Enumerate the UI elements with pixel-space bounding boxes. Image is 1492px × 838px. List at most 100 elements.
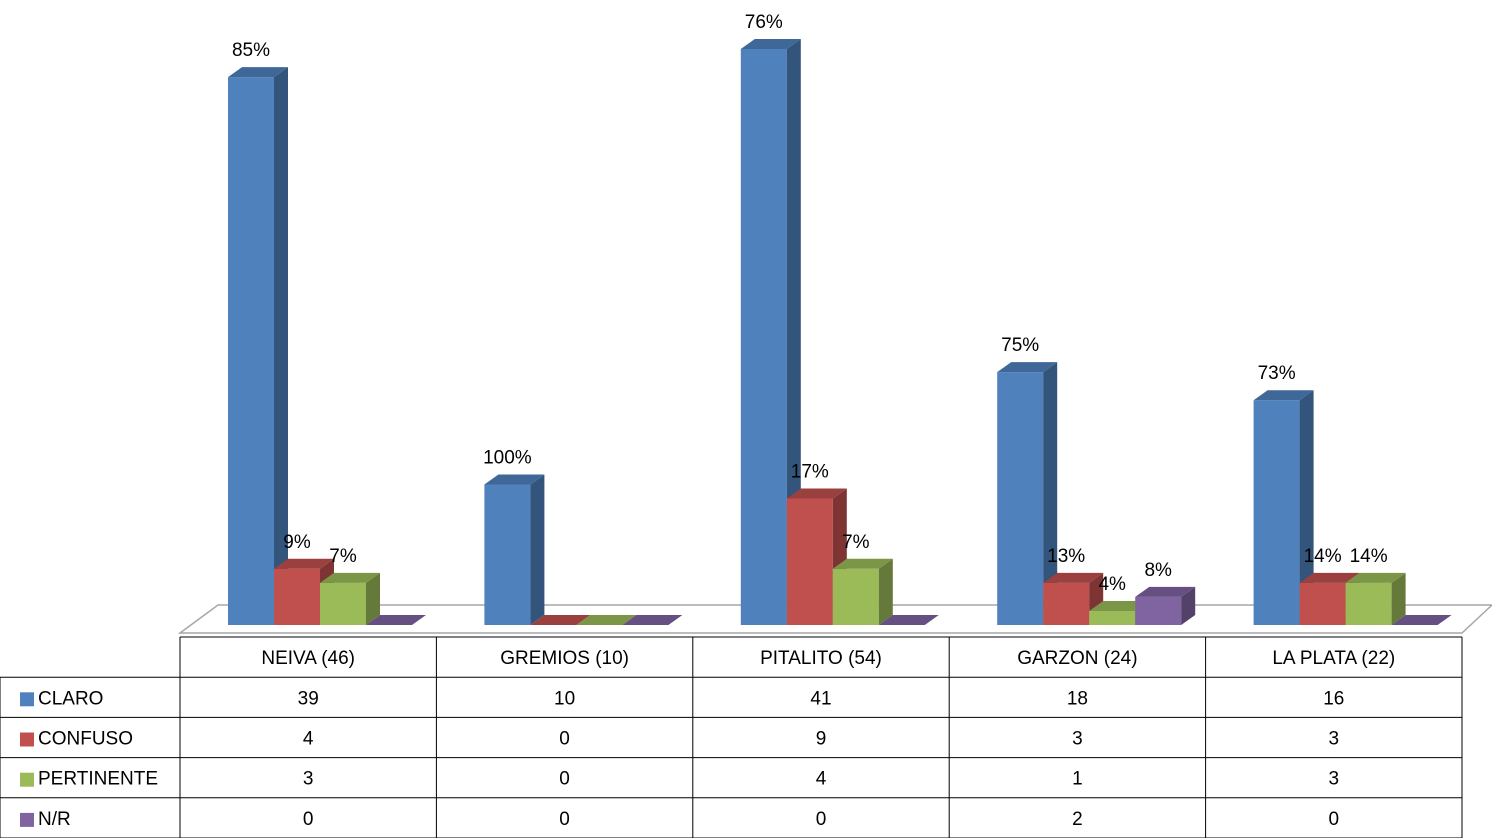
bar-face: [274, 568, 320, 625]
bar-face: [530, 474, 545, 625]
bar-face: [1391, 615, 1452, 625]
table-cell: 0: [1329, 809, 1340, 830]
table-cell: 0: [303, 809, 314, 830]
table-cell: 41: [810, 688, 831, 709]
bar-face: [576, 615, 637, 625]
data-label: 7%: [842, 532, 870, 553]
bar-face: [366, 615, 426, 625]
table-cell: 10: [554, 688, 575, 709]
bar-face: [1391, 572, 1406, 625]
table-cell: 3: [1329, 769, 1340, 790]
bar-face: [1345, 572, 1406, 583]
bar-face: [997, 362, 1058, 373]
bar-face: [786, 498, 833, 625]
table-cell: 1: [1072, 769, 1083, 790]
table-cell: 3: [1329, 729, 1340, 750]
table-cell: 4: [303, 729, 314, 750]
data-label: 14%: [1304, 546, 1342, 567]
x-tick-label: NEIVA (46): [261, 648, 355, 669]
data-label: 75%: [1001, 335, 1039, 356]
data-label: 9%: [283, 532, 311, 553]
bar-face: [1253, 400, 1300, 625]
bar: [576, 615, 637, 625]
bar-face: [1253, 390, 1314, 401]
bar-face: [530, 615, 591, 625]
legend-label: CONFUSO: [38, 729, 133, 750]
bar-face: [1089, 600, 1150, 611]
table-cell: 18: [1067, 688, 1088, 709]
table-cell: 4: [816, 769, 827, 790]
data-label: 76%: [745, 12, 783, 33]
bar-face: [1299, 390, 1314, 625]
bar-face: [878, 615, 939, 625]
bar-face: [320, 572, 380, 583]
bar-face: [740, 49, 787, 625]
x-tick-label: GREMIOS (10): [500, 648, 629, 669]
bar-face: [1043, 572, 1104, 583]
bar-face: [484, 474, 545, 485]
bar: [320, 572, 380, 625]
bar-face: [832, 558, 893, 569]
bar-face: [1043, 362, 1058, 625]
x-tick-label: PITALITO (54): [760, 648, 882, 669]
data-label: 13%: [1047, 546, 1085, 567]
bar: [1391, 615, 1452, 625]
bar-face: [1089, 610, 1136, 625]
bar-face: [622, 615, 683, 625]
legend-swatch: [20, 812, 34, 827]
legend-label: N/R: [38, 809, 71, 830]
table-cell: 16: [1323, 688, 1344, 709]
bar: [622, 615, 683, 625]
bar: [997, 362, 1058, 625]
table-cell: 3: [303, 769, 314, 790]
table-cell: 0: [559, 809, 570, 830]
bar-face: [1299, 582, 1346, 625]
bar-face: [1135, 596, 1182, 625]
bar: [1043, 572, 1104, 625]
bar: [1135, 586, 1196, 625]
bar: [484, 474, 545, 625]
bar: [740, 39, 801, 625]
table-cell: 2: [1072, 809, 1083, 830]
x-tick-label: LA PLATA (22): [1272, 648, 1395, 669]
data-label: 4%: [1098, 574, 1126, 595]
bar: [1345, 572, 1406, 625]
bar: [530, 615, 591, 625]
data-label: 17%: [791, 462, 829, 483]
bar: [878, 615, 939, 625]
bar-face: [786, 488, 847, 499]
bar: [832, 558, 893, 625]
bar-face: [1135, 586, 1196, 597]
bar-face: [228, 67, 288, 78]
bar-face: [997, 372, 1044, 625]
data-label: 14%: [1350, 546, 1388, 567]
bar: [366, 615, 426, 625]
bar-face: [228, 77, 274, 626]
x-tick-label: GARZON (24): [1017, 648, 1137, 669]
bar-face: [1043, 582, 1090, 625]
table-cell: 9: [816, 729, 827, 750]
table-cell: 0: [559, 729, 570, 750]
bar-face: [1181, 586, 1196, 625]
bar: [1253, 390, 1314, 625]
table-cell: 39: [298, 688, 319, 709]
data-label: 8%: [1144, 560, 1172, 581]
data-label: 73%: [1258, 363, 1296, 384]
bar-face: [832, 568, 879, 625]
bar-face: [320, 582, 366, 625]
data-label: 7%: [329, 546, 357, 567]
table-cell: 0: [816, 809, 827, 830]
legend-label: CLARO: [38, 688, 103, 709]
bar: [228, 67, 288, 626]
bar-face: [1345, 582, 1392, 625]
bar-face: [740, 39, 801, 49]
legend-swatch: [20, 772, 34, 787]
bar-face: [786, 39, 801, 625]
table-cell: 3: [1072, 729, 1083, 750]
bar-face: [878, 558, 893, 625]
legend-label: PERTINENTE: [38, 769, 158, 790]
bar-face: [366, 572, 380, 625]
bar-face: [484, 484, 531, 625]
bar-face: [1299, 572, 1360, 583]
